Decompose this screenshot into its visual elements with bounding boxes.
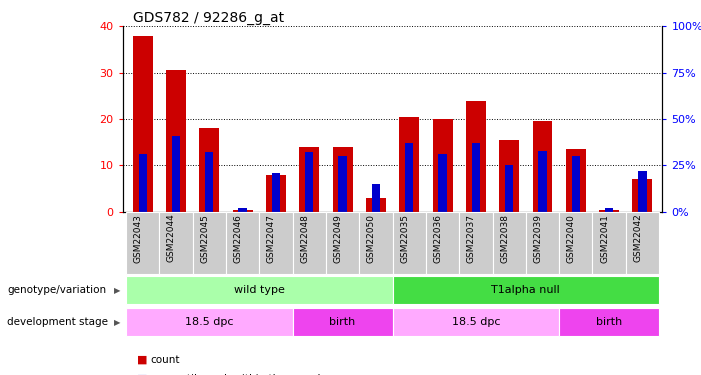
Bar xyxy=(400,117,419,212)
Bar xyxy=(292,212,326,274)
Bar xyxy=(571,156,580,212)
Bar xyxy=(538,151,547,212)
Bar xyxy=(626,212,659,274)
Bar xyxy=(592,212,626,274)
Text: GSM22044: GSM22044 xyxy=(167,214,176,262)
Bar xyxy=(326,212,359,274)
Bar xyxy=(499,140,519,212)
Text: count: count xyxy=(151,355,180,365)
Bar xyxy=(393,308,559,336)
Bar xyxy=(433,119,453,212)
Text: GSM22040: GSM22040 xyxy=(567,214,576,262)
Text: GSM22045: GSM22045 xyxy=(200,214,210,262)
Bar xyxy=(139,154,147,212)
Bar xyxy=(366,198,386,212)
Bar xyxy=(426,212,459,274)
Bar xyxy=(132,36,153,212)
Bar xyxy=(126,308,292,336)
Text: GDS782 / 92286_g_at: GDS782 / 92286_g_at xyxy=(133,11,285,25)
Text: 18.5 dpc: 18.5 dpc xyxy=(185,317,233,327)
Bar xyxy=(238,208,247,212)
Text: GSM22047: GSM22047 xyxy=(267,214,276,262)
Bar xyxy=(466,100,486,212)
Bar xyxy=(599,210,619,212)
Bar xyxy=(199,128,219,212)
Bar xyxy=(405,143,414,212)
Bar xyxy=(459,212,493,274)
Text: GSM22038: GSM22038 xyxy=(501,214,509,263)
Text: birth: birth xyxy=(329,317,355,327)
Bar xyxy=(126,212,159,274)
Bar xyxy=(233,210,252,212)
Bar xyxy=(605,208,613,212)
Bar xyxy=(526,212,559,274)
Text: development stage: development stage xyxy=(7,317,108,327)
Bar xyxy=(332,147,353,212)
Bar xyxy=(172,136,180,212)
Bar xyxy=(159,212,193,274)
Text: ■: ■ xyxy=(137,374,147,375)
Text: percentile rank within the sample: percentile rank within the sample xyxy=(151,374,327,375)
Text: 18.5 dpc: 18.5 dpc xyxy=(451,317,500,327)
Text: GSM22035: GSM22035 xyxy=(400,214,409,263)
Text: genotype/variation: genotype/variation xyxy=(7,285,106,295)
Text: GSM22039: GSM22039 xyxy=(533,214,543,263)
Bar xyxy=(559,308,659,336)
Bar xyxy=(226,212,259,274)
Bar xyxy=(372,184,380,212)
Bar xyxy=(305,153,313,212)
Bar xyxy=(359,212,393,274)
Bar xyxy=(299,147,319,212)
Bar xyxy=(493,212,526,274)
Bar xyxy=(266,175,286,212)
Text: GSM22041: GSM22041 xyxy=(600,214,609,262)
Bar xyxy=(393,212,426,274)
Text: GSM22042: GSM22042 xyxy=(634,214,642,262)
Bar xyxy=(559,212,592,274)
Bar xyxy=(126,276,393,304)
Bar xyxy=(259,212,292,274)
Bar xyxy=(566,149,586,212)
Text: ▶: ▶ xyxy=(114,286,121,295)
Text: GSM22046: GSM22046 xyxy=(233,214,243,262)
Text: GSM22043: GSM22043 xyxy=(134,214,143,262)
Text: ▶: ▶ xyxy=(114,318,121,327)
Bar xyxy=(193,212,226,274)
Bar xyxy=(292,308,393,336)
Bar xyxy=(632,179,653,212)
Text: GSM22050: GSM22050 xyxy=(367,214,376,263)
Text: ■: ■ xyxy=(137,355,147,365)
Bar xyxy=(639,171,646,212)
Text: GSM22049: GSM22049 xyxy=(334,214,343,262)
Bar xyxy=(472,143,480,212)
Text: wild type: wild type xyxy=(234,285,285,295)
Bar xyxy=(166,70,186,212)
Bar xyxy=(205,153,214,212)
Text: birth: birth xyxy=(596,317,622,327)
Bar xyxy=(533,122,552,212)
Bar xyxy=(438,154,447,212)
Bar xyxy=(339,156,347,212)
Text: GSM22048: GSM22048 xyxy=(300,214,309,262)
Bar xyxy=(505,165,513,212)
Text: GSM22037: GSM22037 xyxy=(467,214,476,263)
Text: GSM22036: GSM22036 xyxy=(433,214,442,263)
Text: T1alpha null: T1alpha null xyxy=(491,285,560,295)
Bar xyxy=(272,173,280,212)
Bar xyxy=(393,276,659,304)
